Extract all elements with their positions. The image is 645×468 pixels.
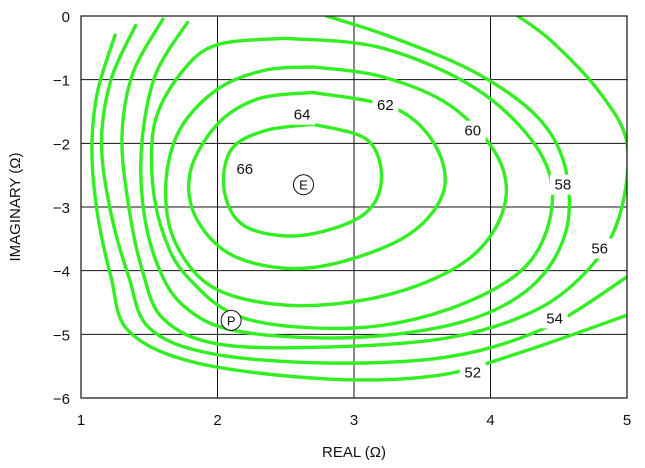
x-tick-label: 4 bbox=[486, 412, 494, 429]
y-tick-label: −6 bbox=[53, 391, 70, 408]
x-tick-label: 5 bbox=[623, 412, 631, 429]
x-tick-label: 2 bbox=[213, 412, 221, 429]
contour-label-bg bbox=[231, 158, 258, 179]
contour-lines bbox=[90, 16, 627, 382]
contour-label-bg bbox=[459, 362, 486, 383]
contour-line-60 bbox=[149, 36, 555, 331]
contour-line-56 bbox=[120, 16, 627, 350]
contour-label-bg bbox=[541, 308, 568, 329]
marker-E-label: E bbox=[299, 178, 308, 193]
contour-line-64 bbox=[187, 90, 447, 271]
y-tick-label: −4 bbox=[53, 264, 70, 281]
y-tick-label: 0 bbox=[62, 9, 70, 26]
contour-label-66: 66 bbox=[236, 161, 253, 178]
y-tick-label: −3 bbox=[53, 200, 70, 217]
marker-P-circle bbox=[220, 309, 242, 331]
contour-line-62 bbox=[163, 65, 509, 308]
contour-label-56: 56 bbox=[591, 240, 608, 257]
contour-label-60: 60 bbox=[464, 123, 481, 140]
contour-label-bg bbox=[459, 120, 486, 141]
contour-line-54 bbox=[99, 23, 627, 365]
y-tick-label: −1 bbox=[53, 73, 70, 90]
x-tick-labels: 1 2 3 4 5 bbox=[77, 412, 631, 429]
marker-E-circle bbox=[292, 174, 314, 196]
y-tick-label: −2 bbox=[53, 136, 70, 153]
contour-level-labels: 66 64 62 60 58 56 54 52 bbox=[231, 95, 613, 383]
x-tick-label: 1 bbox=[77, 412, 85, 429]
contour-label-bg bbox=[289, 104, 316, 125]
contour-label-62: 62 bbox=[377, 97, 394, 114]
plot-frame bbox=[80, 15, 628, 399]
contour-label-bg bbox=[549, 174, 576, 195]
y-axis-label: IMAGINARY (Ω) bbox=[7, 152, 24, 261]
contour-label-52: 52 bbox=[464, 365, 481, 382]
grid-lines bbox=[80, 15, 628, 399]
y-tick-label: −5 bbox=[53, 327, 70, 344]
marker-P-label: P bbox=[227, 313, 236, 328]
contour-label-bg bbox=[372, 95, 399, 116]
contour-line-58 bbox=[139, 16, 572, 340]
contour-line-66 bbox=[221, 122, 384, 238]
contour-label-58: 58 bbox=[555, 177, 572, 194]
point-markers: EP bbox=[220, 174, 314, 331]
x-tick-label: 3 bbox=[350, 412, 358, 429]
contour-label-64: 64 bbox=[294, 107, 311, 124]
contour-label-bg bbox=[586, 238, 613, 259]
x-axis-label: REAL (Ω) bbox=[322, 444, 386, 461]
y-tick-labels: 0 −1 −2 −3 −4 −5 −6 bbox=[53, 9, 70, 408]
contour-label-54: 54 bbox=[546, 310, 563, 327]
